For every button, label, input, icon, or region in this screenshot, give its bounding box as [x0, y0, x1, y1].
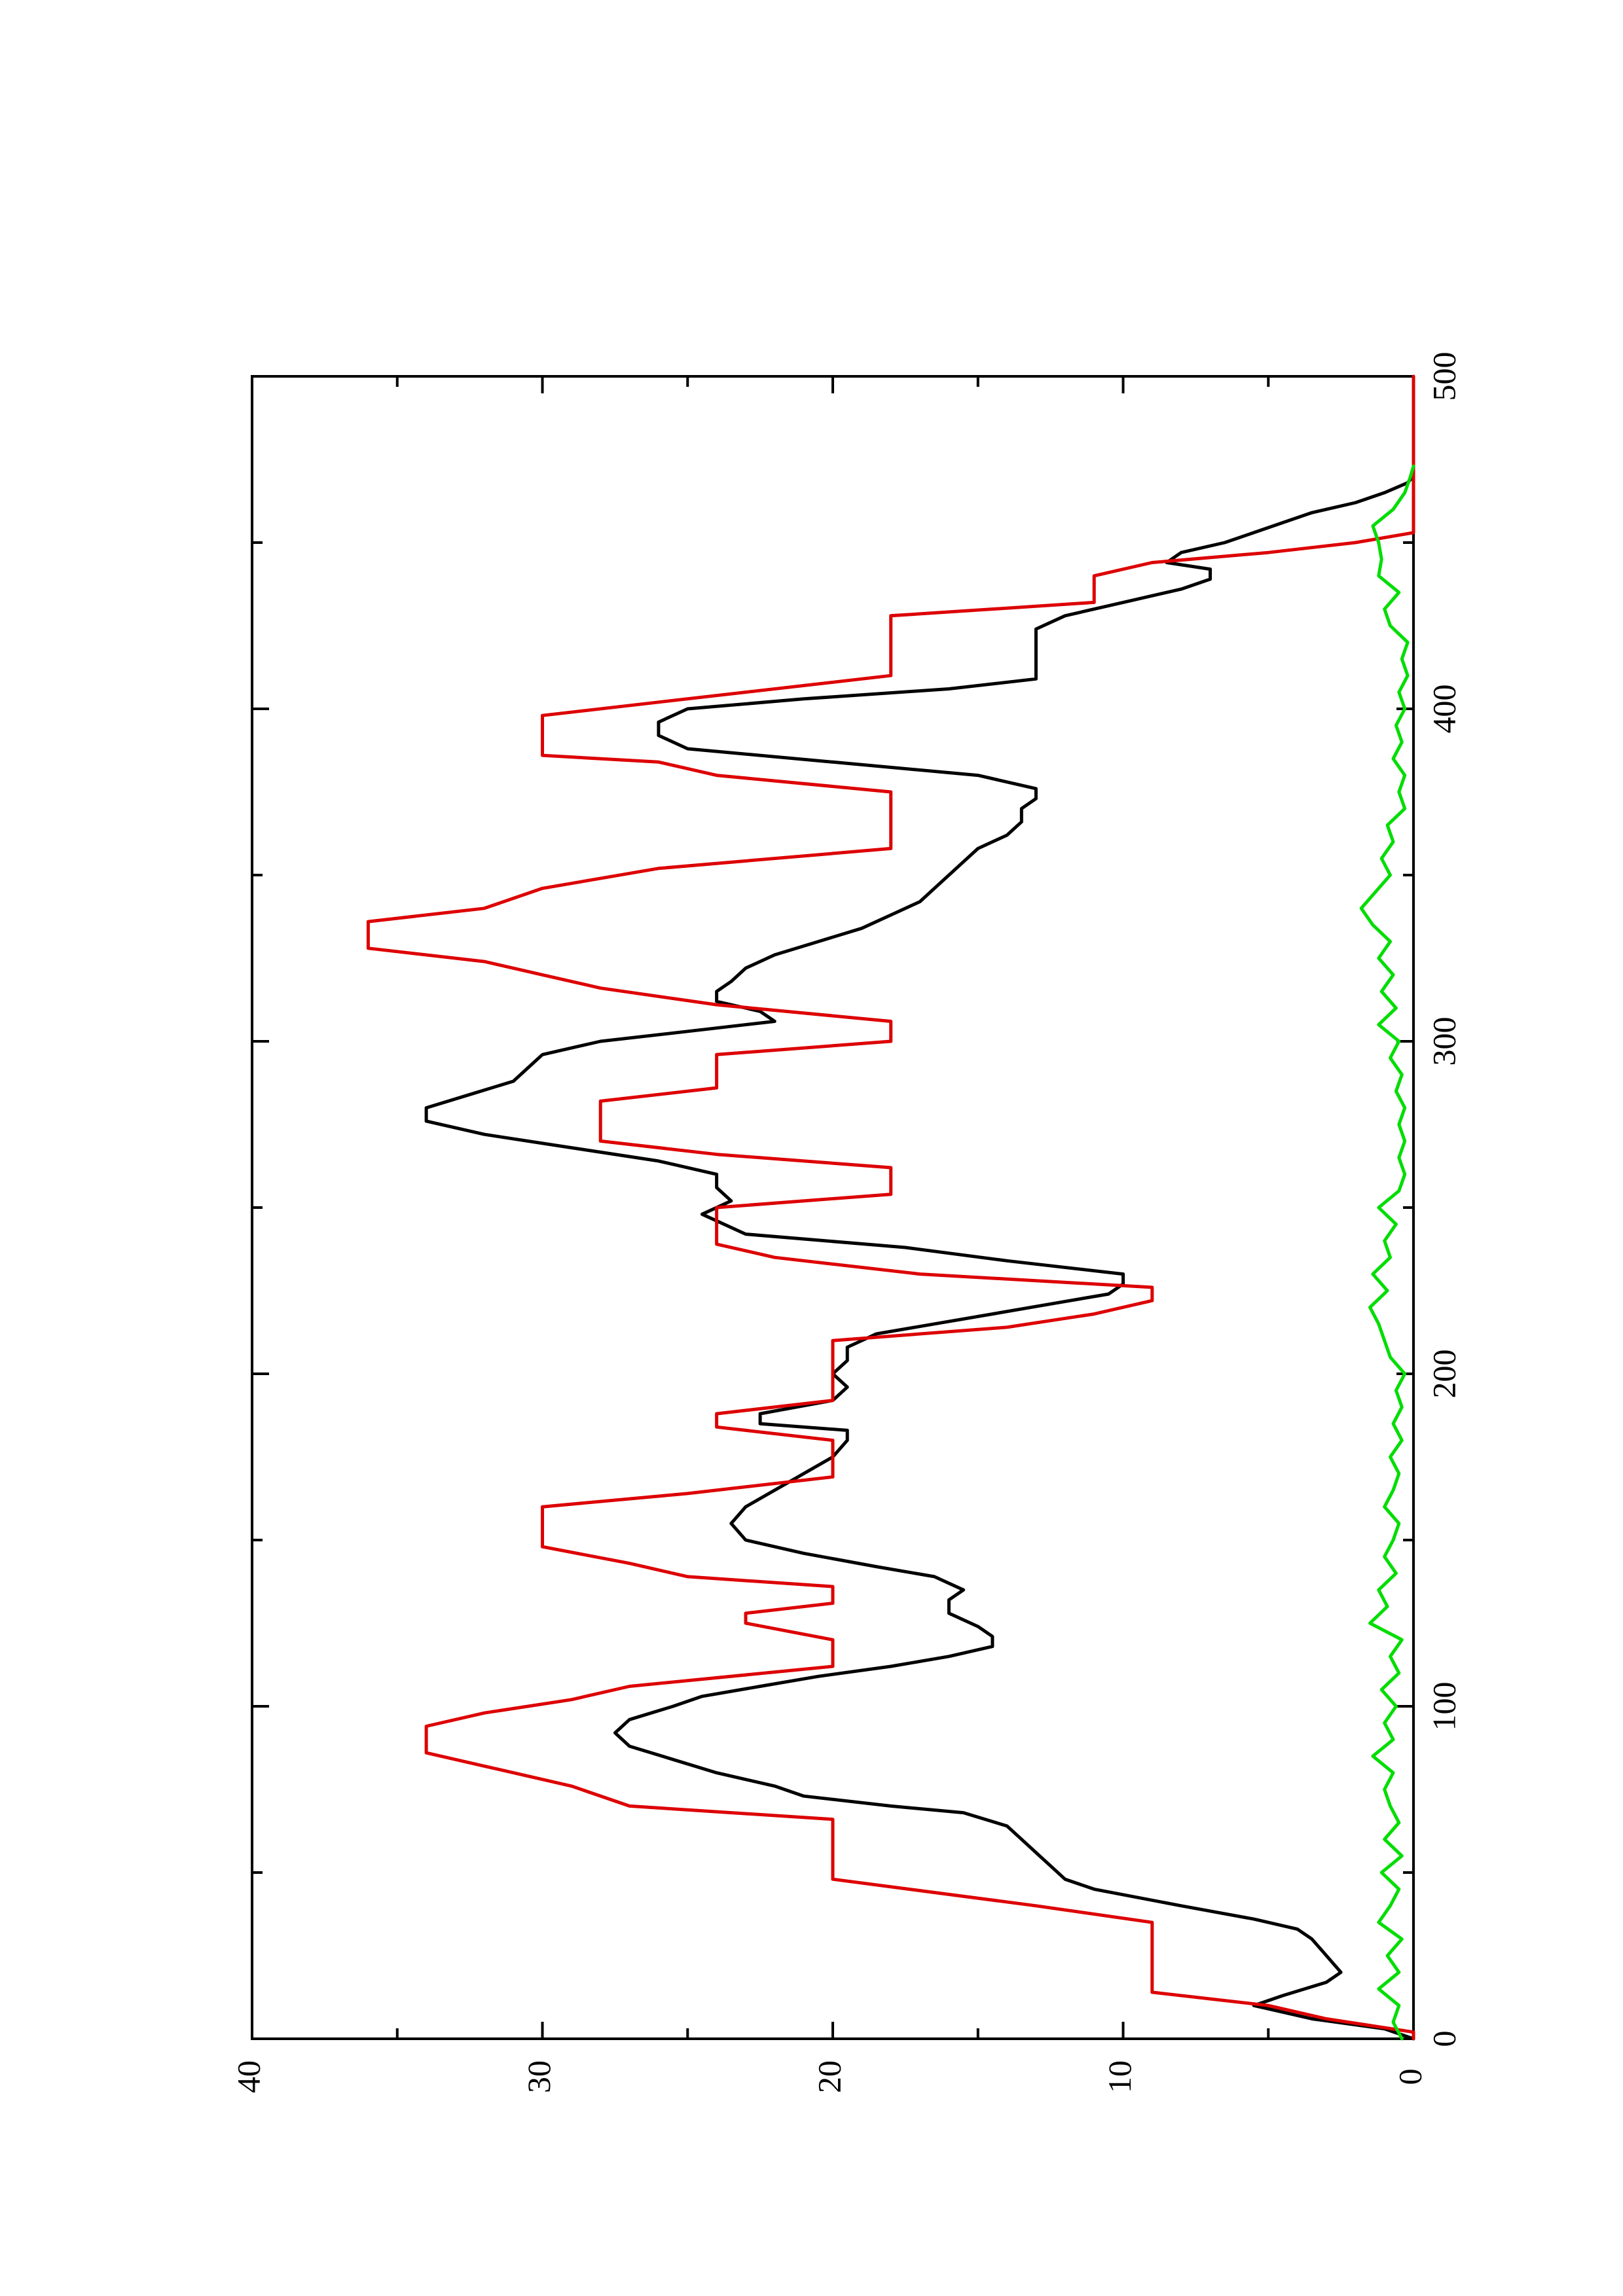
series-black-line [424, 474, 1415, 2041]
axis-tick-labels: 0 100 200 300 400 500 0 10 20 30 40 [230, 352, 1462, 2094]
x-tick-label: 400 [1425, 685, 1462, 734]
x-tick-label: 500 [1425, 352, 1462, 401]
axis-ticks [251, 375, 1415, 2040]
x-tick-label: 300 [1425, 1017, 1462, 1066]
y-tick-label: 40 [230, 2060, 266, 2093]
y-tick-label: 30 [520, 2060, 557, 2093]
x-tick-label: 0 [1425, 2031, 1462, 2047]
series-red-line [366, 374, 1415, 2041]
plot-frame [251, 375, 1415, 2040]
y-tick-label: 10 [1101, 2060, 1138, 2093]
series-layer [366, 374, 1415, 2041]
series-green-line [1359, 464, 1415, 2041]
x-tick-label: 100 [1425, 1682, 1462, 1731]
x-tick-label: 200 [1425, 1350, 1462, 1399]
y-tick-label: 20 [811, 2060, 847, 2093]
y-tick-label: 0 [1391, 2069, 1428, 2085]
